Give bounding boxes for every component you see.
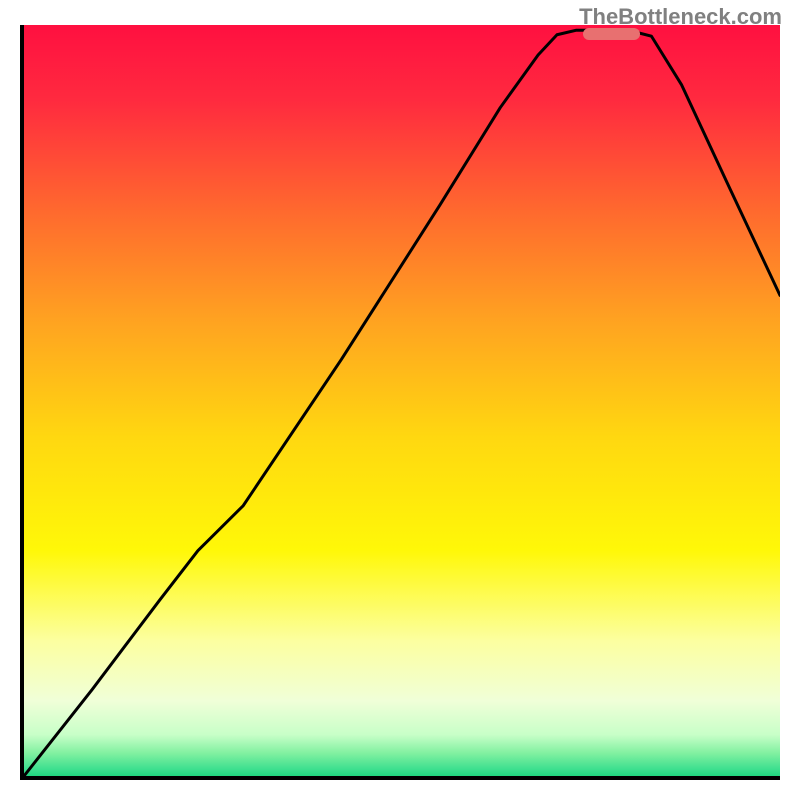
watermark-text: TheBottleneck.com: [579, 4, 782, 30]
chart-container: [20, 25, 780, 780]
bottleneck-curve: [24, 25, 780, 776]
